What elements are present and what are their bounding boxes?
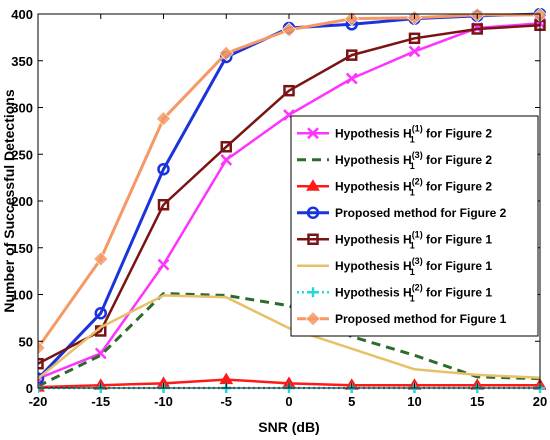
legend-marker <box>308 287 318 298</box>
y-tick-label: 100 <box>11 288 33 303</box>
legend-item: Proposed method for Figure 1 <box>297 311 507 327</box>
legend-marker <box>306 179 320 191</box>
x-tick-label: -20 <box>29 394 48 409</box>
data-point <box>157 198 170 211</box>
data-point <box>283 84 295 97</box>
y-tick-label: 400 <box>11 7 33 22</box>
legend-label: Hypothesis H(2) 1 for Figure 2 <box>335 176 492 197</box>
x-axis-label: SNR (dB) <box>258 419 319 435</box>
legend-item: Hypothesis H(2) 1 for Figure 1 <box>297 282 492 303</box>
legend-item: Hypothesis H(3) 1 for Figure 1 <box>297 256 492 277</box>
legend-item: Hypothesis H(3) 1 for Figure 2 <box>297 150 492 171</box>
data-point <box>157 258 170 271</box>
data-point <box>281 22 297 38</box>
y-tick-label: 200 <box>11 194 33 209</box>
x-tick-label: 5 <box>348 394 355 409</box>
legend: Hypothesis H(1) 1 for Figure 2 Hypothesis … <box>290 115 539 337</box>
data-point <box>218 45 234 61</box>
x-tick-label: 10 <box>407 394 421 409</box>
axes: -20 -15 -10 -5 0 5 10 15 20050100150200250300350… <box>11 7 547 409</box>
y-tick-label: 0 <box>26 381 33 396</box>
legend-label: Proposed method for Figure 2 <box>335 206 507 220</box>
data-point <box>38 372 45 385</box>
legend-item: Hypothesis H(2) 1 for Figure 2 <box>297 176 492 197</box>
series-line <box>38 23 541 365</box>
data-point <box>471 23 483 35</box>
legend-box <box>290 115 539 337</box>
plot-area <box>38 8 546 393</box>
legend-item: Proposed method for Figure 2 <box>297 206 507 220</box>
data-point <box>220 141 232 153</box>
x-tick-label: -15 <box>91 394 110 409</box>
data-point <box>94 306 107 320</box>
data-point <box>38 357 44 370</box>
data-point <box>345 72 358 85</box>
y-tick-label: 150 <box>11 241 33 256</box>
legend-item: Hypothesis H(1) 1 for Figure 2 <box>297 123 492 144</box>
x-tick-label: 15 <box>470 394 484 409</box>
data-point <box>93 251 109 267</box>
data-point <box>346 49 358 61</box>
x-tick-label: -10 <box>154 394 173 409</box>
legend-marker <box>307 127 319 140</box>
legend-label: Hypothesis H(2) 1 for Figure 1 <box>335 282 492 303</box>
y-tick-label: 50 <box>19 334 33 349</box>
y-tick-label: 250 <box>11 147 33 162</box>
legend-marker <box>306 206 320 219</box>
series-line <box>38 294 541 380</box>
legend-label: Proposed method for Figure 1 <box>335 312 507 326</box>
legend-label: Hypothesis H(1) 1 for Figure 1 <box>335 229 492 250</box>
x-tick-label: -5 <box>220 394 232 409</box>
legend-item: Hypothesis H(1) 1 for Figure 1 <box>297 229 492 250</box>
series-5 <box>38 19 546 370</box>
legend-label: Hypothesis H(3) 1 for Figure 2 <box>335 150 492 171</box>
x-tick-label: 20 <box>533 394 547 409</box>
y-tick-label: 300 <box>11 101 33 116</box>
series-8 <box>38 8 546 356</box>
data-point <box>220 153 233 166</box>
data-point <box>157 162 170 176</box>
y-axis-label: Number of Successful Detections <box>1 89 17 312</box>
x-tick-label: 0 <box>285 394 292 409</box>
series-6 <box>38 294 541 380</box>
data-point <box>408 45 421 58</box>
data-point <box>408 32 421 45</box>
y-tick-label: 350 <box>11 54 33 69</box>
legend-label: Hypothesis H(1) 1 for Figure 2 <box>335 123 492 144</box>
legend-label: Hypothesis H(3) 1 for Figure 1 <box>335 256 492 277</box>
legend-marker <box>305 311 321 327</box>
legend-marker <box>307 233 319 245</box>
data-point <box>156 111 171 127</box>
data-point <box>38 340 46 356</box>
